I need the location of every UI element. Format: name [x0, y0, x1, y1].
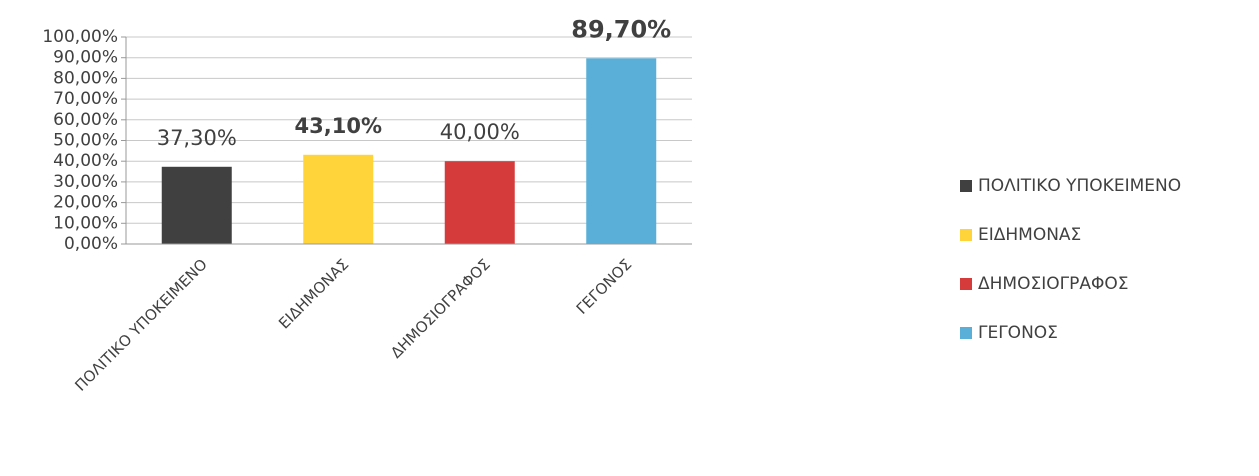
y-tick-label: 50,00% [53, 131, 118, 151]
y-tick-label: 40,00% [53, 151, 118, 171]
y-tick-label: 90,00% [53, 48, 118, 68]
y-tick-label: 0,00% [64, 234, 118, 254]
y-tick-label: 30,00% [53, 172, 118, 192]
x-tick-label: ΕΙΔΗΜΟΝΑΣ [275, 255, 352, 332]
legend-label: ΓΕΓΟΝΟΣ [978, 323, 1058, 343]
legend-label: ΔΗΜΟΣΙΟΓΡΑΦΟΣ [978, 274, 1128, 294]
x-tick-label: ΓΕΓΟΝΟΣ [573, 255, 636, 318]
legend-label: ΕΙΔΗΜΟΝΑΣ [978, 225, 1081, 245]
x-tick-label: ΔΗΜΟΣΙΟΓΡΑΦΟΣ [387, 255, 494, 362]
value-label: 89,70% [571, 15, 671, 43]
bar [161, 166, 232, 244]
legend-swatch [960, 327, 972, 339]
legend-swatch [960, 180, 972, 192]
x-tick-label: ΠΟΛΙΤΙΚΟ ΥΠΟΚΕΙΜΕΝΟ [71, 255, 210, 394]
y-tick-label: 20,00% [53, 193, 118, 213]
bar [444, 161, 515, 244]
legend-swatch [960, 278, 972, 290]
y-tick-label: 100,00% [42, 27, 118, 47]
value-label: 43,10% [295, 114, 382, 138]
y-tick-label: 70,00% [53, 89, 118, 109]
value-label: 40,00% [440, 120, 520, 144]
bar [586, 58, 657, 244]
legend-swatch [960, 229, 972, 241]
bar [303, 154, 374, 244]
legend-label: ΠΟΛΙΤΙΚΟ ΥΠΟΚΕΙΜΕΝΟ [978, 176, 1181, 196]
y-tick-label: 60,00% [53, 110, 118, 130]
y-tick-label: 80,00% [53, 68, 118, 88]
value-label: 37,30% [157, 126, 237, 150]
y-tick-label: 10,00% [53, 213, 118, 233]
